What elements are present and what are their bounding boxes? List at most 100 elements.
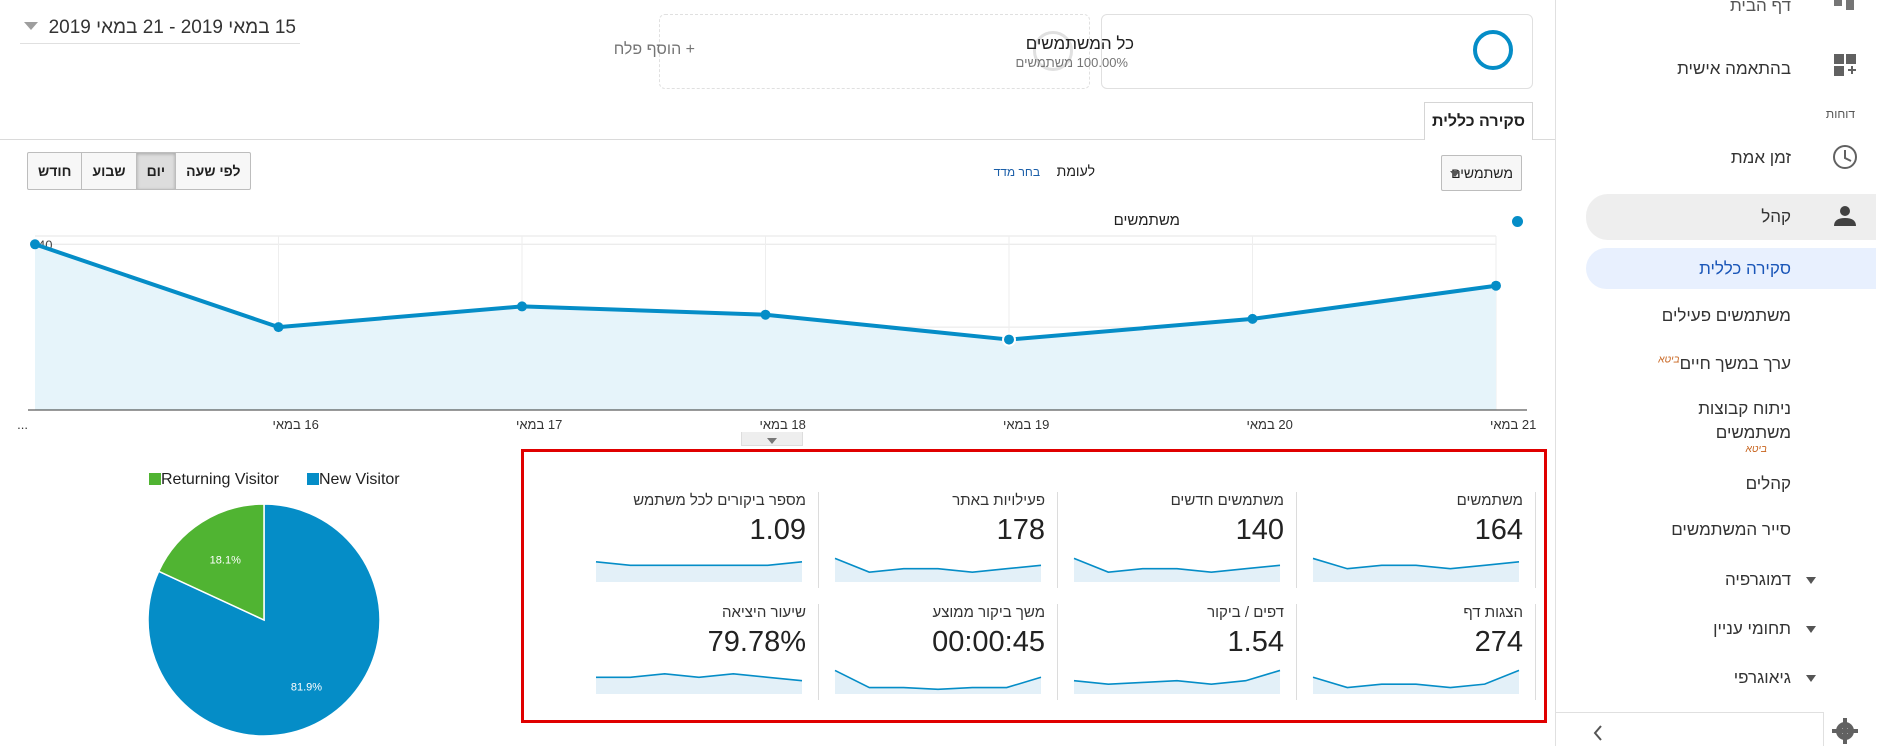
metric-tile[interactable]: משך ביקור ממוצע 00:00:45 bbox=[819, 604, 1058, 700]
segment-all-users-card[interactable] bbox=[1101, 14, 1533, 89]
metric-sparkline bbox=[1073, 557, 1281, 582]
sparkline-area bbox=[835, 670, 1041, 694]
add-segment-card[interactable] bbox=[659, 14, 1090, 89]
new-visitor-swatch bbox=[307, 473, 319, 485]
sparkline-area bbox=[596, 673, 802, 694]
legend-returning-visitor-label: Returning Visitor bbox=[161, 471, 279, 488]
sidebar-item-cohort-analysis[interactable]: ניתוח קבוצות bbox=[1698, 399, 1791, 418]
time-granularity-toggle: חודש שבוע יום לפי שעה bbox=[27, 152, 252, 190]
sparkline-line bbox=[834, 669, 1042, 691]
sidebar-item-geo[interactable]: גיאוגרפי bbox=[1733, 668, 1791, 687]
date-range-picker[interactable]: 15 במאי 2019 - 21 במאי 2019 bbox=[20, 14, 300, 44]
metric-title: פעילויות באתר bbox=[952, 492, 1045, 509]
sparkline-line bbox=[1073, 669, 1281, 685]
sidebar-item-audience[interactable]: קהל bbox=[1761, 207, 1791, 226]
metric-sparkline bbox=[596, 673, 803, 694]
metric-sparkline bbox=[1312, 669, 1520, 694]
sidebar-item-user-explorer[interactable]: סייר המשתמשים bbox=[1671, 520, 1791, 539]
add-segment-circle-icon bbox=[1033, 31, 1073, 71]
sparkline-line bbox=[1312, 557, 1520, 570]
metric-sparkline bbox=[834, 557, 1042, 582]
sidebar-item-customization[interactable]: בהתאמה אישית bbox=[1677, 59, 1791, 78]
legend-new-visitor-label: New Visitor bbox=[319, 471, 400, 488]
segment-title: כל המשתמשים bbox=[1025, 34, 1134, 53]
date-dropdown-icon[interactable] bbox=[24, 22, 38, 30]
sparkline-line bbox=[1312, 669, 1520, 689]
metric-tile[interactable]: הצגות דף 274 bbox=[1297, 604, 1536, 700]
metric-tile[interactable]: דפים / ביקור 1.54 bbox=[1058, 604, 1297, 700]
main-area: 15 במאי 2019 - 21 במאי 2019 + הוסף פלח כ… bbox=[0, 14, 1555, 723]
chart-tooltip: יום ראשון, 19 במאי 2019 משתמשים: 17 bbox=[838, 346, 998, 389]
segment-subtitle: 100.00% משתמשים bbox=[1015, 55, 1128, 70]
metric-tile[interactable]: שיעור היציאה 79.78% bbox=[580, 604, 819, 700]
sparkline-area bbox=[596, 561, 802, 582]
toggle-day[interactable]: יום bbox=[136, 153, 177, 189]
metrics-grid: משתמשים 164 משתמשים חדשים 140 פעילויות באתר 1… bbox=[579, 492, 1536, 716]
sidebar-item-lifetime-value[interactable]: ערך במשך חייםביטא bbox=[1658, 354, 1791, 374]
metric-title: משך ביקור ממוצע bbox=[932, 604, 1046, 621]
beta-badge: ביטא bbox=[1658, 354, 1680, 366]
sidebar-audience-highlight bbox=[1586, 194, 1876, 240]
metric-value: 79.78% bbox=[707, 626, 806, 658]
sparkline-area bbox=[1313, 558, 1519, 582]
metric-sparkline bbox=[1312, 557, 1520, 582]
metric-tile[interactable]: משתמשים חדשים 140 bbox=[1058, 492, 1297, 588]
metric-value: 140 bbox=[1235, 514, 1284, 546]
metric-dropdown-icon[interactable] bbox=[1450, 171, 1460, 177]
toggle-hour[interactable]: לפי שעה bbox=[186, 163, 241, 179]
sidebar-item-active-users[interactable]: משתמשים פעילים bbox=[1661, 306, 1791, 325]
toggle-month[interactable]: חודש bbox=[28, 153, 83, 189]
metric-value: 164 bbox=[1474, 514, 1523, 546]
returning-visitor-swatch bbox=[149, 473, 161, 485]
sparkline-line bbox=[834, 557, 1042, 573]
legend-users-label: משתמשים bbox=[1113, 212, 1180, 229]
sparkline-area bbox=[1074, 558, 1280, 582]
tooltip-series-swatch bbox=[985, 370, 991, 377]
metric-tile[interactable]: משתמשים 164 bbox=[1297, 492, 1536, 588]
sparkline-area bbox=[1074, 670, 1280, 694]
metric-sparkline bbox=[595, 561, 803, 582]
metric-title: משתמשים חדשים bbox=[1170, 492, 1284, 509]
metric-tile[interactable]: מספר ביקורים לכל משתמש 1.09 bbox=[580, 492, 819, 588]
sparkline-line bbox=[596, 673, 803, 682]
tab-overview[interactable]: סקירה כללית bbox=[1424, 102, 1533, 140]
metric-value: 1.09 bbox=[749, 514, 806, 546]
expand-chevron-icon bbox=[767, 438, 777, 444]
tooltip-value: 17 bbox=[901, 365, 917, 380]
sidebar-item-home[interactable]: דף הבית bbox=[1730, 0, 1791, 15]
metric-sparkline bbox=[1073, 669, 1281, 694]
sidebar-active-highlight bbox=[1586, 248, 1876, 289]
sparkline-line bbox=[595, 561, 803, 567]
beta-badge-cohort: ביטא bbox=[1745, 444, 1767, 455]
metric-value: 00:00:45 bbox=[932, 626, 1045, 658]
tab-divider bbox=[0, 139, 1555, 140]
metric-sparkline bbox=[834, 669, 1042, 694]
legend-returning-visitor: Returning Visitor bbox=[143, 471, 279, 489]
highlight-box bbox=[521, 449, 1547, 723]
sidebar-item-interests[interactable]: תחומי עניין bbox=[1713, 619, 1791, 638]
collapse-bar[interactable] bbox=[1556, 712, 1824, 746]
expand-geo-icon[interactable] bbox=[1806, 675, 1816, 682]
sparkline-area bbox=[1313, 670, 1519, 694]
sidebar-item-audiences[interactable]: קהלים bbox=[1745, 474, 1791, 493]
sidebar-item-realtime[interactable]: זמן אמת bbox=[1730, 148, 1791, 167]
metric-value: 1.54 bbox=[1227, 626, 1284, 658]
expand-interests-icon[interactable] bbox=[1806, 626, 1816, 633]
sidebar-item-cohort-analysis-line2: משתמשים bbox=[1715, 423, 1791, 442]
toggle-week[interactable]: שבוע bbox=[82, 153, 137, 189]
expand-demographics-icon[interactable] bbox=[1806, 577, 1816, 584]
add-segment-label[interactable]: + הוסף פלח bbox=[613, 41, 695, 58]
sidebar-item-overview[interactable]: סקירה כללית bbox=[1699, 259, 1791, 278]
tooltip-row: משתמשים: 17 bbox=[845, 365, 991, 380]
sparkline-line bbox=[1073, 557, 1281, 573]
metric-title: שיעור היציאה bbox=[721, 604, 806, 621]
sparkline-area bbox=[835, 558, 1041, 582]
legend-users-dot bbox=[1512, 216, 1523, 227]
sidebar-item-demographics[interactable]: דמוגרפיה bbox=[1725, 570, 1791, 589]
metric-title: משתמשים bbox=[1456, 492, 1523, 509]
tooltip-label: משתמשים: bbox=[919, 365, 981, 380]
lifetime-value-label: ערך במשך חיים bbox=[1679, 354, 1791, 373]
versus-label: לעומת bbox=[1056, 163, 1095, 179]
select-metric-link[interactable]: בחר מדד bbox=[993, 165, 1040, 179]
metric-tile[interactable]: פעילויות באתר 178 bbox=[819, 492, 1058, 588]
